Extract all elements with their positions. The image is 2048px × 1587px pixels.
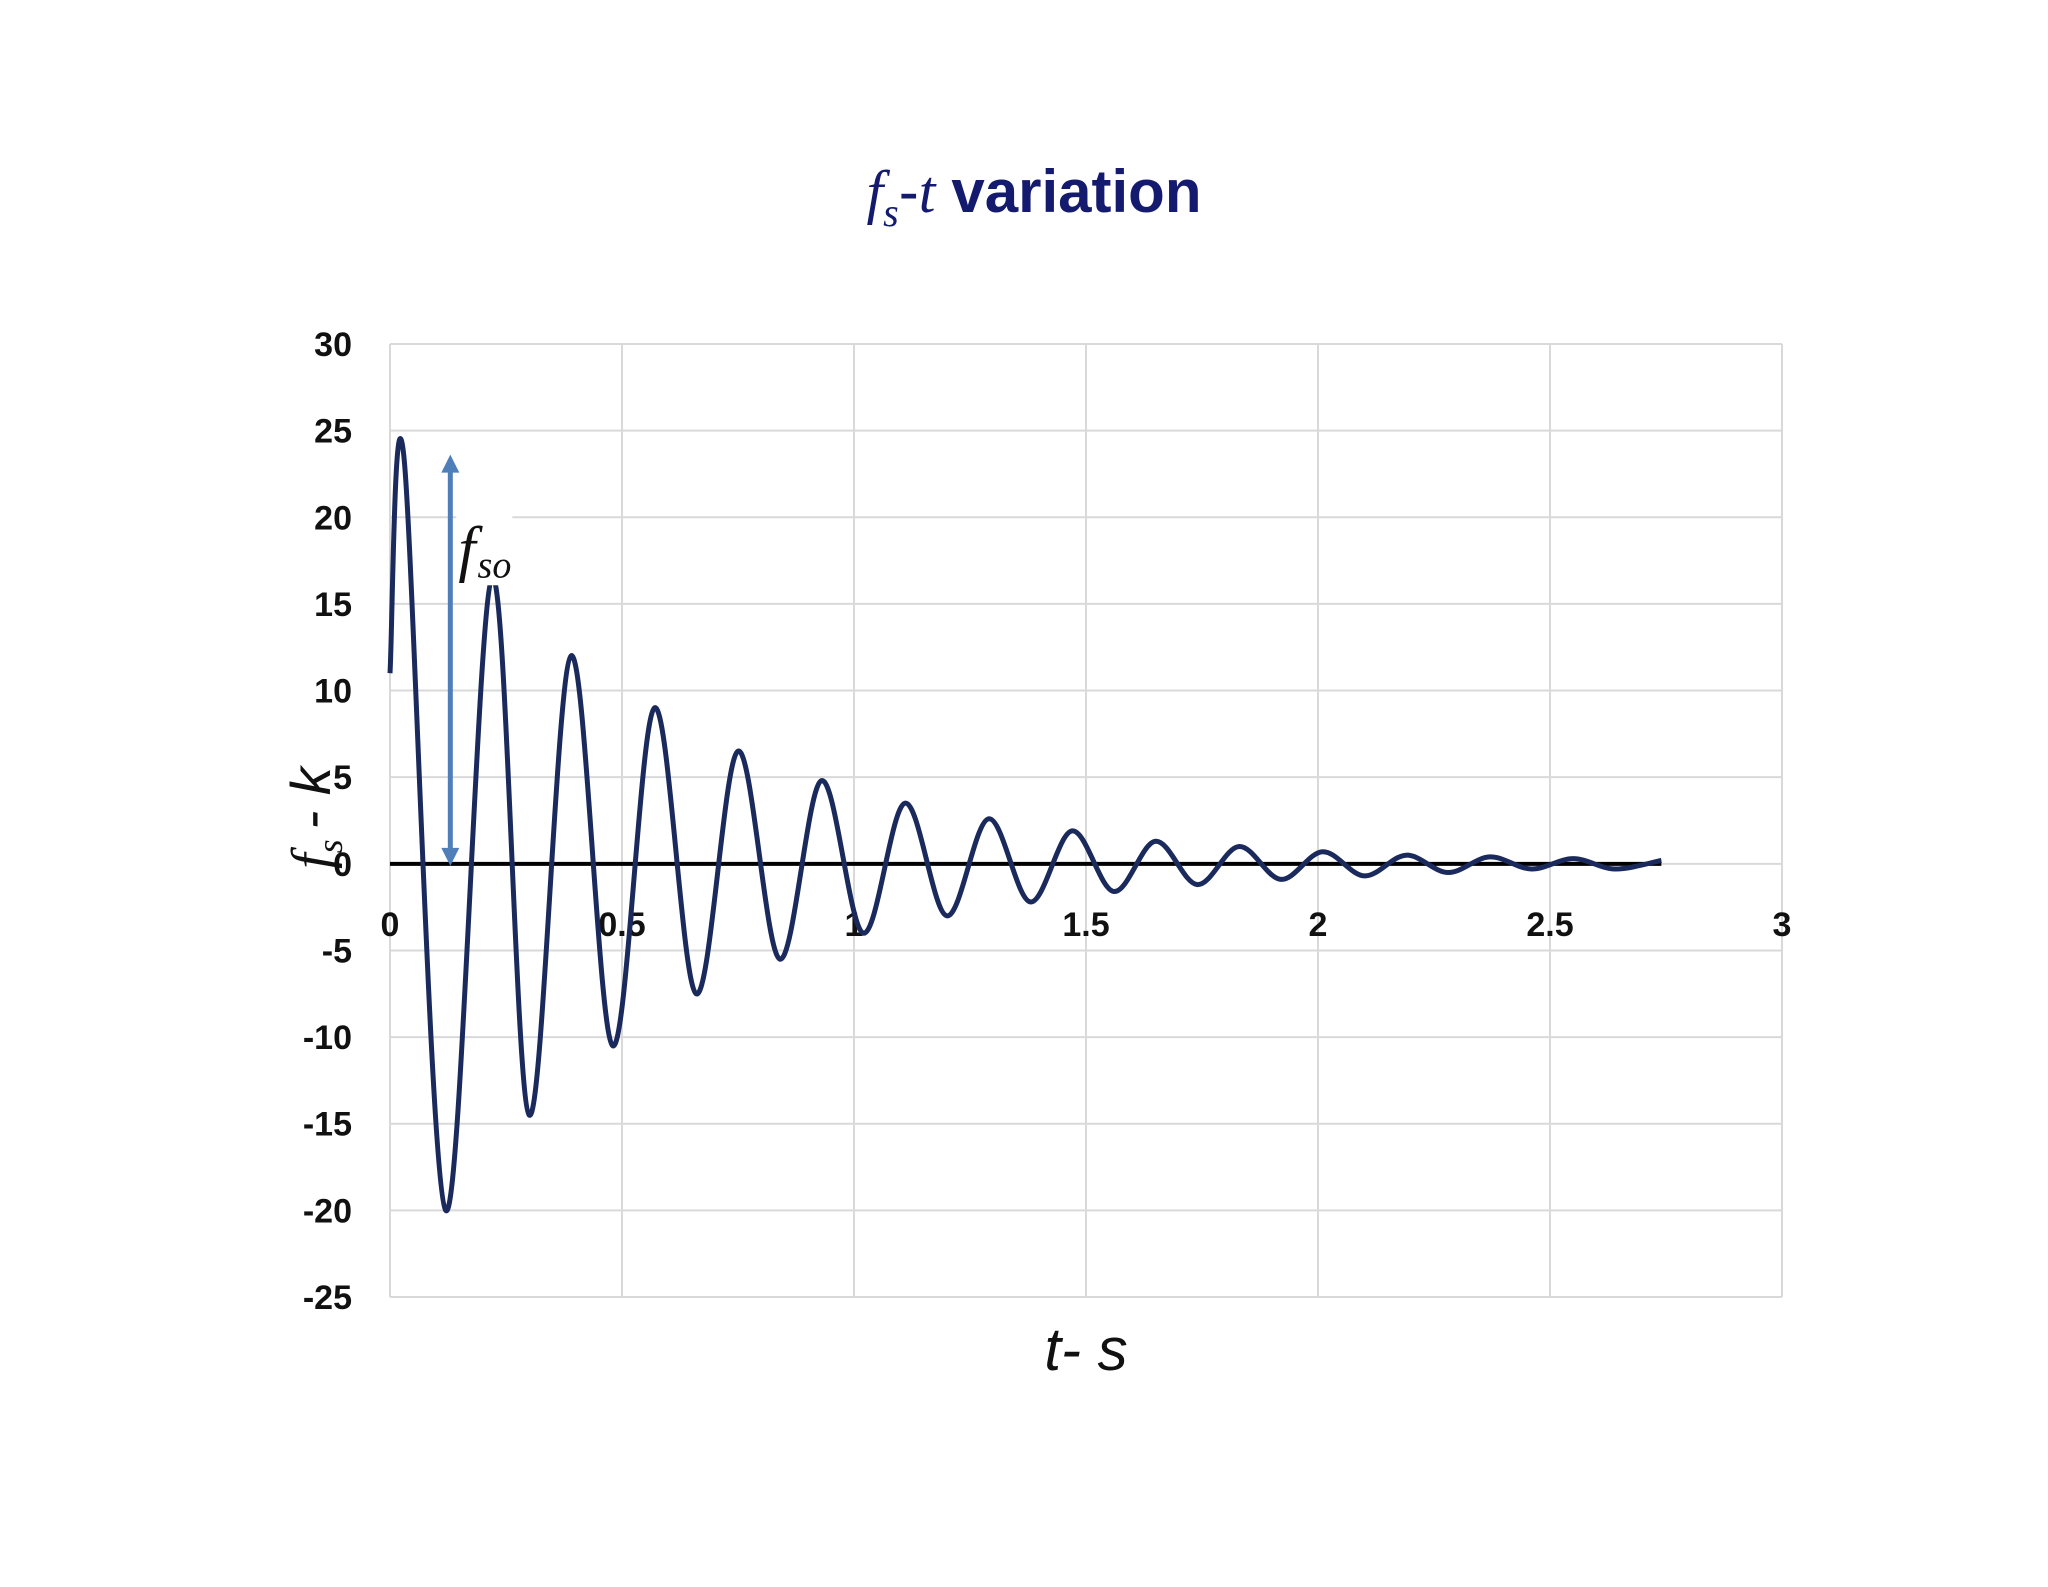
- annotation-subscript: so: [478, 544, 512, 586]
- y-tick-label: -20: [303, 1192, 352, 1230]
- title-rest: variation: [951, 158, 1201, 225]
- y-tick-label: 30: [314, 326, 352, 364]
- annotation: fso: [441, 454, 513, 866]
- y-tick-label: -10: [303, 1019, 352, 1057]
- title-t: t: [919, 159, 937, 225]
- y-tick-label: -25: [303, 1279, 352, 1317]
- y-label-subscript: s: [310, 839, 350, 853]
- x-tick-label: 1.5: [1062, 906, 1109, 944]
- y-tick-label: 0: [333, 846, 352, 884]
- x-tick-label: 1: [845, 906, 864, 944]
- y-axis-label: fs- k: [279, 764, 350, 869]
- y-tick-label: -15: [303, 1106, 352, 1144]
- y-tick-label: 10: [314, 673, 352, 711]
- annotation-arrowhead-top: [441, 454, 460, 473]
- y-tick-label: 25: [314, 413, 352, 451]
- annotation-arrowhead-bottom: [441, 847, 460, 866]
- x-tick-labels: 0 0.5 1 1.5 2 2.5 3: [381, 906, 1792, 944]
- x-tick-label: 2.5: [1526, 906, 1573, 944]
- y-tick-label: 5: [333, 759, 352, 797]
- x-tick-label: 0.5: [598, 906, 645, 944]
- y-tick-labels: 30 25 20 15 10 5 0 -5 -10 -15 -20 -25: [303, 326, 352, 1317]
- x-tick-label: 2: [1309, 906, 1328, 944]
- annotation-label-background: [456, 515, 513, 586]
- y-tick-label: -5: [322, 932, 352, 970]
- title-dash: -: [899, 158, 919, 225]
- y-label-rest: - k: [279, 764, 342, 829]
- x-tick-label: 0: [381, 906, 400, 944]
- x-tick-label: 3: [1773, 906, 1792, 944]
- y-tick-label: 20: [314, 499, 352, 537]
- chart-title: fs-t variation: [867, 158, 1202, 235]
- y-tick-label: 15: [314, 586, 352, 624]
- title-subscript: s: [883, 190, 899, 235]
- x-axis-label: t- s: [1044, 1316, 1127, 1383]
